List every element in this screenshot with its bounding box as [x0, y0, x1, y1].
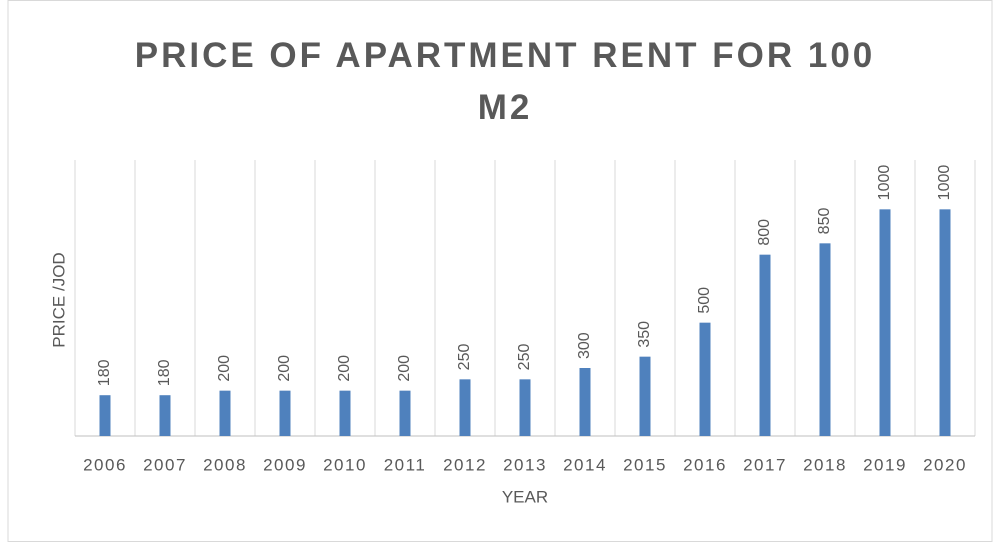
- x-tick-label: 2008: [203, 455, 247, 474]
- bar: [399, 390, 411, 436]
- bar: [819, 243, 831, 436]
- x-tick-label: 2018: [803, 455, 847, 474]
- data-label: 200: [336, 355, 353, 382]
- x-tick-label: 2011: [384, 455, 427, 474]
- x-axis-label: YEAR: [502, 487, 548, 506]
- x-tick-label: 2017: [743, 455, 787, 474]
- x-tick-label: 2015: [623, 455, 667, 474]
- data-label: 1000: [876, 165, 893, 201]
- x-tick-label: 2012: [443, 455, 487, 474]
- bar: [759, 254, 771, 436]
- bar: [279, 390, 291, 436]
- x-tick-label: 2014: [563, 455, 607, 474]
- chart-title: PRICE OF APARTMENT RENT FOR 100 M2: [134, 36, 876, 127]
- data-label: 850: [816, 208, 833, 235]
- bar: [519, 379, 531, 436]
- bar: [219, 390, 231, 436]
- x-tick-label: 2013: [503, 455, 547, 474]
- x-tick-label: 2019: [863, 455, 907, 474]
- x-tick-label: 2007: [143, 455, 187, 474]
- data-label: 180: [156, 359, 173, 386]
- x-tick-label: 2016: [683, 455, 727, 474]
- data-label: 200: [276, 355, 293, 382]
- bar: [699, 322, 711, 436]
- x-tick-label: 2009: [263, 455, 307, 474]
- bar: [99, 395, 111, 436]
- bar: [159, 395, 171, 436]
- data-label: 350: [636, 321, 653, 348]
- bar: [339, 390, 351, 436]
- bar: [939, 209, 951, 436]
- x-tick-label: 2006: [83, 455, 127, 474]
- data-label: 200: [216, 355, 233, 382]
- data-label: 300: [576, 332, 593, 359]
- data-label: 1000: [936, 165, 953, 201]
- data-label: 180: [96, 359, 113, 386]
- bar: [639, 356, 651, 436]
- data-label: 250: [516, 344, 533, 371]
- bar: [459, 379, 471, 436]
- bar: [879, 209, 891, 436]
- y-axis-label: PRICE /JOD: [49, 252, 68, 347]
- data-label: 200: [396, 355, 413, 382]
- data-label: 250: [456, 344, 473, 371]
- data-label: 800: [756, 219, 773, 246]
- x-tick-label: 2010: [323, 455, 367, 474]
- x-tick-label: 2020: [923, 455, 967, 474]
- data-label: 500: [696, 287, 713, 314]
- bar: [579, 368, 591, 436]
